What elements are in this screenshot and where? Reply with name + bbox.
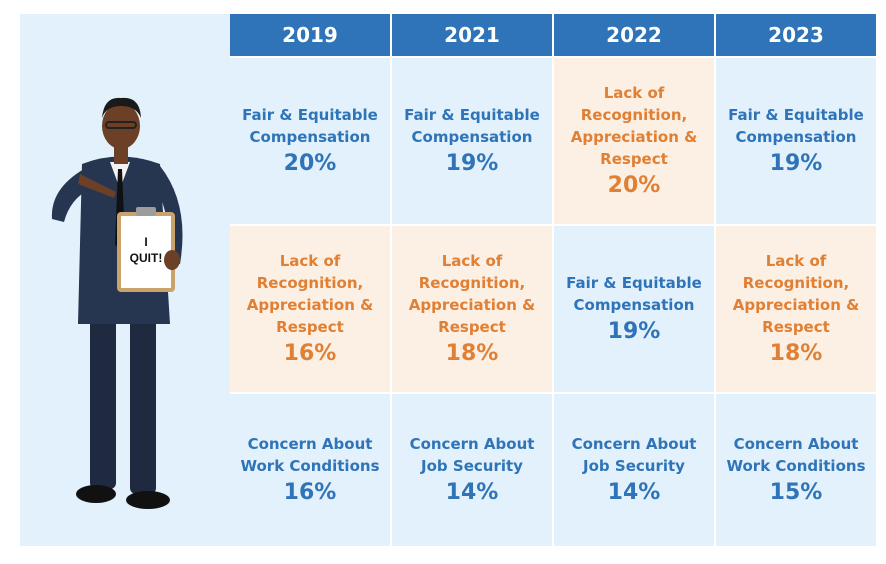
left-leg [90,314,116,489]
table-cell: Lack of Recognition, Appreciation & Respect… [392,226,552,392]
left-shoe [76,485,116,503]
table-cell: Fair & Equitable Compensation 19% [716,58,876,224]
percentage-value: 14% [607,480,661,505]
percentage-value: 16% [283,480,337,505]
table-cell: Concern About Work Conditions 15% [716,394,876,546]
man-holding-quit-sign-illustration: I QUIT! [51,97,183,509]
table-cell: Concern About Job Security 14% [392,394,552,546]
reason-label: Concern About Work Conditions [726,435,866,475]
head [102,103,140,149]
column-header-2023: 2023 [716,14,876,56]
percentage-value: 19% [607,319,661,344]
neck [114,144,128,164]
right-leg [130,314,156,494]
reason-label: Concern About Work Conditions [240,435,380,475]
column-header-2021: 2021 [392,14,552,56]
percentage-value: 14% [445,480,499,505]
table-cell: Fair & Equitable Compensation 19% [554,226,714,392]
percentage-value: 18% [445,341,499,366]
table-cell: Fair & Equitable Compensation 19% [392,58,552,224]
holding-hand [164,250,180,270]
table-cell: Lack of Recognition, Appreciation & Respect… [230,226,390,392]
right-shoe [126,491,170,509]
reason-label: Fair & Equitable Compensation [566,274,702,314]
column-header-2022: 2022 [554,14,714,56]
clipboard-clip [136,207,156,216]
reason-label: Concern About Job Security [409,435,535,475]
reason-label: Fair & Equitable Compensation [728,106,864,146]
pointing-hand [78,174,116,198]
column-header-2019: 2019 [230,14,390,56]
percentage-value: 19% [769,151,823,176]
percentage-value: 19% [445,151,499,176]
sign-text: I QUIT! [130,235,163,265]
reason-label: Fair & Equitable Compensation [404,106,540,146]
table-cell: Fair & Equitable Compensation 20% [230,58,390,224]
percentage-value: 16% [283,341,337,366]
clipboard-paper [121,216,171,288]
table-cell: Lack of Recognition, Appreciation & Respect… [716,226,876,392]
reason-label: Lack of Recognition, Appreciation & Respect [570,84,698,168]
reason-label: Lack of Recognition, Appreciation & Respect [732,252,860,336]
table-cell: Concern About Work Conditions 16% [230,394,390,546]
glasses [105,121,137,129]
reason-label: Lack of Recognition, Appreciation & Respect [408,252,536,336]
reasons-table: 2019 2021 2022 2023 Fair & Equitable Compensa… [230,14,876,546]
reason-label: Concern About Job Security [571,435,697,475]
reason-label: Lack of Recognition, Appreciation & Respect [246,252,374,336]
illustration-panel: I QUIT! [20,14,230,546]
table-cell: Concern About Job Security 14% [554,394,714,546]
percentage-value: 20% [283,151,337,176]
percentage-value: 15% [769,480,823,505]
percentage-value: 18% [769,341,823,366]
percentage-value: 20% [607,173,661,198]
hair [102,97,141,118]
reason-label: Fair & Equitable Compensation [242,106,378,146]
table-cell: Lack of Recognition, Appreciation & Respect… [554,58,714,224]
